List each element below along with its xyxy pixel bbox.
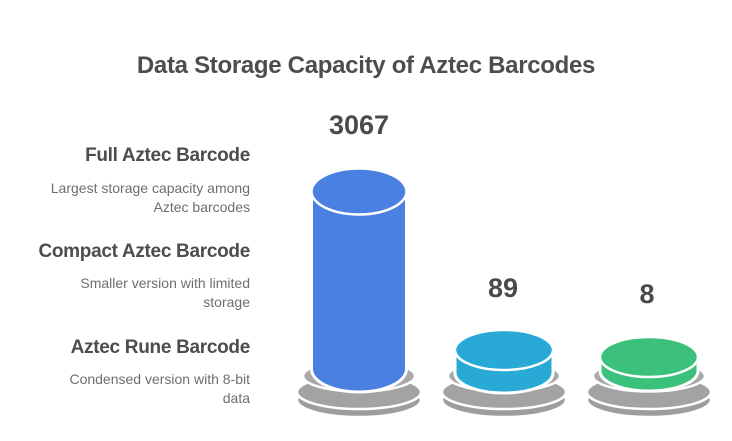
category-label-full-aztec: Full Aztec Barcode	[85, 145, 250, 166]
category-labels-column: Full Aztec Barcode Largest storage capac…	[0, 0, 250, 441]
value-label-aztec-rune: 8	[639, 279, 655, 309]
cylinder-aztec-rune	[598, 335, 700, 393]
cylinder-top-face	[598, 335, 700, 379]
value-label-compact-aztec: 89	[487, 273, 519, 303]
category-desc-aztec-rune: Condensed version with 8-bit data	[69, 371, 250, 406]
category-desc-full-aztec: Largest storage capacity among Aztec bar…	[50, 180, 250, 215]
cylinder-compact-aztec	[453, 328, 555, 395]
bar-full-aztec	[295, 167, 423, 419]
cylinder-full-aztec	[310, 167, 408, 394]
bar-aztec-rune	[585, 335, 713, 419]
chart-title: Data Storage Capacity of Aztec Barcodes	[136, 52, 596, 79]
cylinder-top-face	[453, 328, 555, 372]
bar-compact-aztec	[440, 328, 568, 419]
category-label-aztec-rune: Aztec Rune Barcode	[70, 337, 251, 358]
category-desc-compact-aztec: Smaller version with limited storage	[80, 275, 250, 310]
category-label-compact-aztec: Compact Aztec Barcode	[38, 241, 250, 262]
value-label-full-aztec: 3067	[328, 110, 390, 140]
cylinder-top-face	[310, 167, 408, 216]
